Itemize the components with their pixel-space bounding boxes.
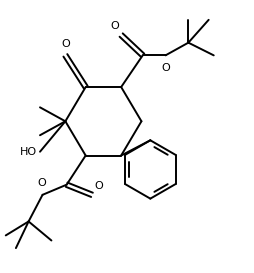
Text: HO: HO bbox=[20, 147, 37, 157]
Text: O: O bbox=[161, 63, 169, 73]
Text: O: O bbox=[37, 179, 45, 188]
Text: O: O bbox=[61, 39, 69, 49]
Text: O: O bbox=[110, 21, 119, 31]
Text: O: O bbox=[93, 181, 102, 191]
